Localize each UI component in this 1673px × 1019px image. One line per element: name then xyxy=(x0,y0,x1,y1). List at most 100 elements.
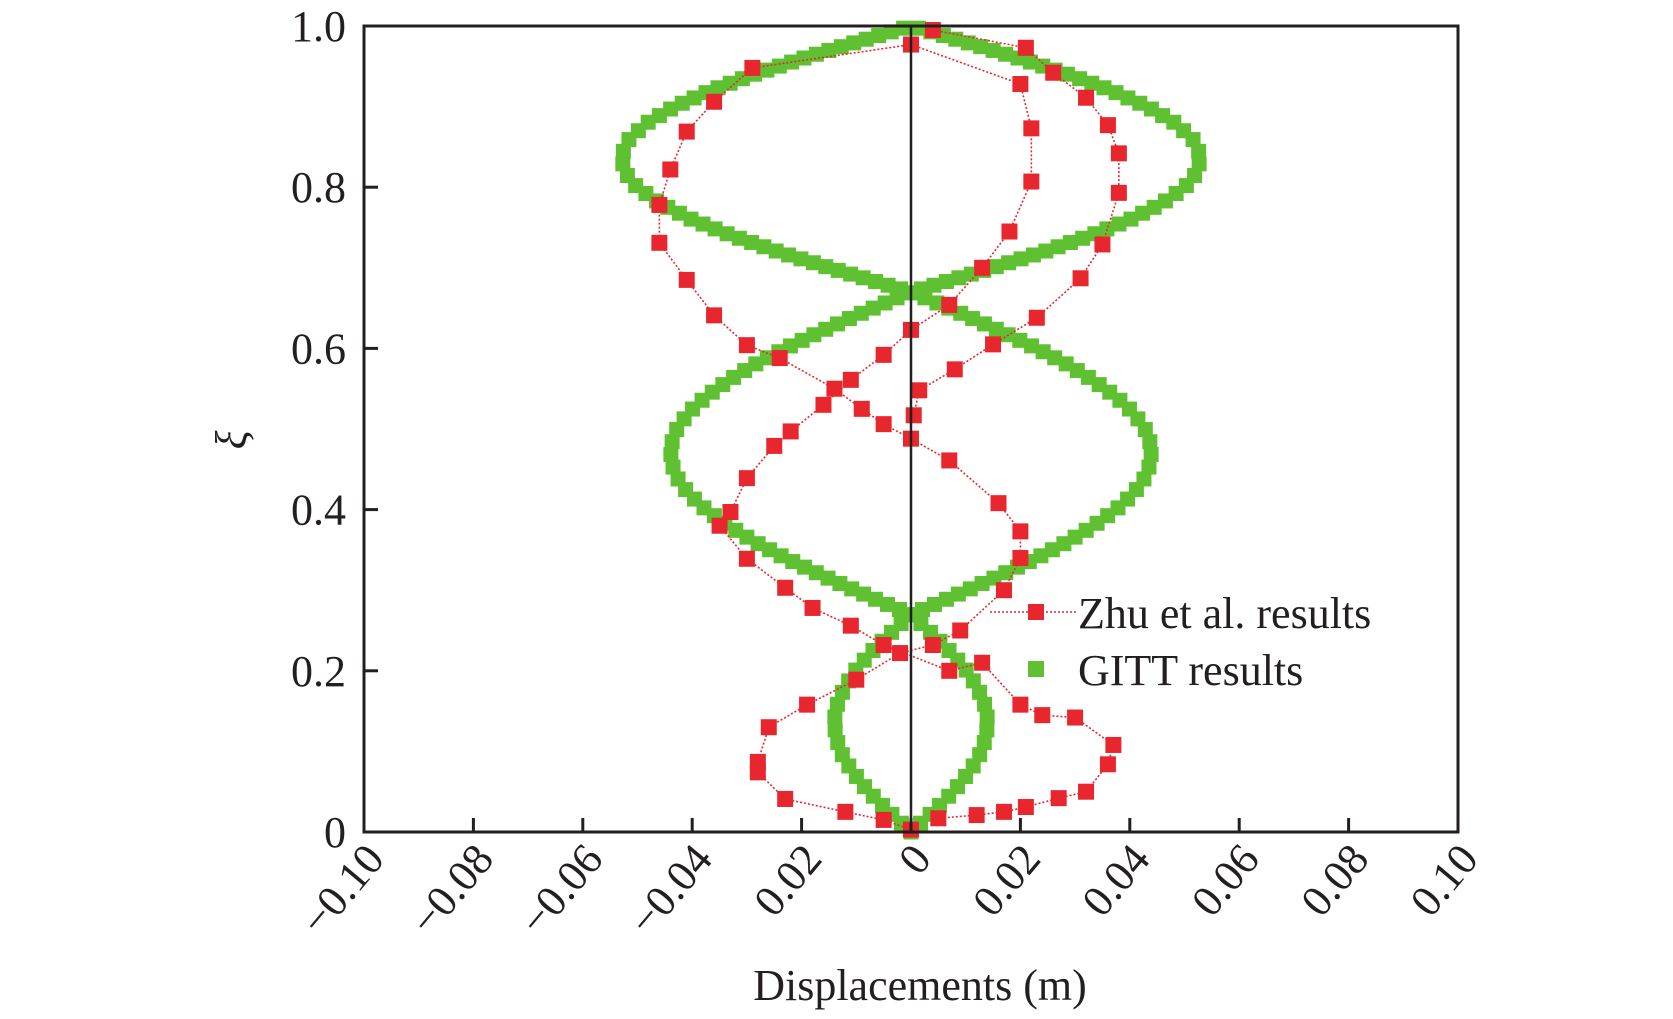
y-axis-title: ξ xyxy=(207,430,256,449)
zhu-marker xyxy=(911,382,928,399)
gitt-marker xyxy=(670,471,686,487)
x-tick-label: 0 xyxy=(889,835,941,883)
zhu-marker xyxy=(760,719,777,736)
zhu-marker xyxy=(892,645,909,662)
gitt-marker xyxy=(1136,471,1152,487)
zhu-marker xyxy=(1012,76,1029,93)
zhu-marker xyxy=(1028,309,1045,326)
zhu-marker xyxy=(905,407,922,424)
zhu-marker xyxy=(651,234,668,251)
gitt-marker xyxy=(762,542,778,558)
x-tick-label: 0.04 xyxy=(1072,835,1159,925)
gitt-marker xyxy=(877,295,893,311)
x-tick-label: 0.02 xyxy=(744,835,831,925)
x-tick-label: 0.06 xyxy=(1182,835,1269,925)
gitt-marker xyxy=(663,446,679,462)
gitt-marker xyxy=(830,735,846,751)
gitt-marker xyxy=(1050,239,1066,255)
y-tick-label: 1.0 xyxy=(291,2,346,51)
gitt-marker xyxy=(1096,80,1112,96)
zhu-marker xyxy=(777,790,794,807)
y-tick-label: 0.6 xyxy=(291,324,346,373)
gitt-marker xyxy=(744,235,760,251)
gitt-marker xyxy=(1001,255,1017,271)
legend: Zhu et al. results GITT results xyxy=(990,589,1371,695)
gitt-marker xyxy=(796,50,812,66)
gitt-marker xyxy=(1059,66,1075,82)
gitt-marker xyxy=(1141,459,1157,475)
zhu-marker xyxy=(1023,173,1040,190)
gitt-marker xyxy=(905,285,921,301)
zhu-marker xyxy=(706,93,723,110)
gitt-marker xyxy=(827,709,843,725)
gitt-marker xyxy=(821,42,837,58)
zhu-marker xyxy=(678,271,695,288)
gitt-marker xyxy=(748,356,764,372)
gitt-marker xyxy=(808,46,824,62)
gitt-marker xyxy=(1024,338,1040,354)
gitt-marker xyxy=(871,28,887,44)
gitt-marker xyxy=(1025,247,1041,263)
gitt-marker xyxy=(951,270,967,286)
gitt-marker xyxy=(841,758,857,774)
gitt-marker xyxy=(808,565,824,581)
x-tick-label: 0.08 xyxy=(1291,835,1378,925)
gitt-marker xyxy=(965,758,981,774)
gitt-marker xyxy=(960,35,976,51)
gitt-marker xyxy=(665,459,681,475)
gitt-marker xyxy=(962,581,978,597)
gitt-marker xyxy=(1142,434,1158,450)
gitt-marker xyxy=(1143,101,1159,117)
zhu-marker xyxy=(711,517,728,534)
gitt-marker xyxy=(695,216,711,232)
gitt-marker xyxy=(843,266,859,282)
gitt-marker xyxy=(915,602,931,618)
zhu-marker xyxy=(842,617,859,634)
gitt-marker xyxy=(1013,251,1029,267)
gitt-marker xyxy=(686,90,702,106)
gitt-marker xyxy=(858,31,874,47)
zhu-marker xyxy=(749,764,766,781)
zhu-marker xyxy=(738,470,755,487)
zhu-marker xyxy=(941,662,958,679)
gitt-marker xyxy=(979,709,995,725)
gitt-marker xyxy=(834,747,850,763)
gitt-marker xyxy=(794,332,810,348)
gitt-marker xyxy=(683,211,699,227)
zhu-marker xyxy=(1078,89,1095,106)
gitt-marker xyxy=(1072,71,1088,87)
gitt-marker xyxy=(926,596,942,612)
gitt-marker xyxy=(797,559,813,575)
gitt-marker xyxy=(965,311,981,327)
zhu-marker xyxy=(1045,64,1062,81)
gitt-marker xyxy=(853,305,869,321)
zhu-marker xyxy=(875,416,892,433)
zhu-marker xyxy=(924,637,941,654)
zhu-marker xyxy=(941,296,958,313)
gitt-marker xyxy=(893,281,909,297)
gitt-marker xyxy=(1022,54,1038,70)
gitt-marker xyxy=(1012,332,1028,348)
gitt-marker xyxy=(830,262,846,278)
legend-zhu-label: Zhu et al. results xyxy=(1078,589,1371,638)
zhu-marker xyxy=(662,161,679,178)
zhu-marker xyxy=(952,622,969,639)
gitt-marker xyxy=(827,722,843,738)
x-tick-label: −0.04 xyxy=(619,835,722,945)
gitt-marker xyxy=(664,434,680,450)
zhu-marker xyxy=(1110,184,1127,201)
zhu-marker xyxy=(848,671,865,688)
gitt-marker xyxy=(710,80,726,96)
gitt-marker xyxy=(1111,216,1127,232)
x-tick-label: −0.06 xyxy=(509,835,612,945)
zhu-marker xyxy=(1012,696,1029,713)
gitt-marker xyxy=(806,327,822,343)
gitt-marker xyxy=(929,295,945,311)
gitt-marker xyxy=(1187,168,1203,184)
gitt-marker xyxy=(722,75,738,91)
gitt-marker xyxy=(1191,156,1207,172)
gitt-marker xyxy=(1062,235,1078,251)
gitt-marker xyxy=(938,274,954,290)
gitt-marker xyxy=(868,274,884,290)
plot-marks xyxy=(615,20,1207,840)
